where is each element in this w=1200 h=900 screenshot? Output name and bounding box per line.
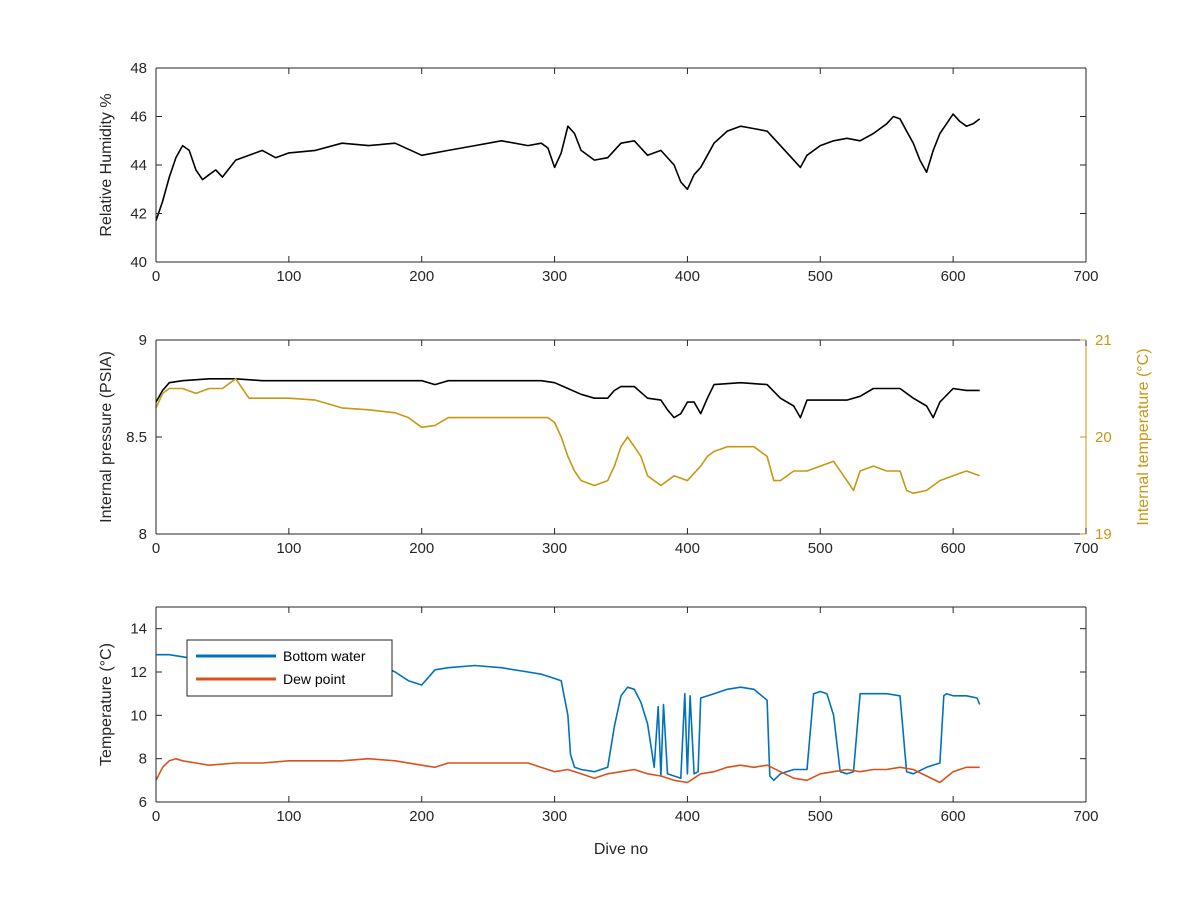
panel-1-x-tick-label: 500 [808, 268, 833, 285]
panel-2-y-tick-label: 8 [139, 526, 147, 543]
panel-1-x-tick-label: 400 [675, 268, 700, 285]
panel-2-x-tick-label: 0 [152, 540, 160, 557]
panel-3-x-axis-label: Dive no [594, 841, 648, 858]
panel-3-x-tick-label: 700 [1073, 808, 1098, 825]
panel-2-x-tick-label: 400 [675, 540, 700, 557]
panel-2-y2-tick-label: 20 [1095, 429, 1112, 446]
panel-3-y-tick-label: 12 [130, 664, 147, 681]
panel-1-x-tick-label: 200 [409, 268, 434, 285]
panel-3-y-tick-label: 8 [139, 751, 147, 768]
panel-1-x-tick-label: 300 [542, 268, 567, 285]
panel-2-series-1-line [155, 377, 980, 419]
panel-2-y-tick-label: 9 [139, 332, 147, 349]
panel-1-plot-area [156, 68, 1086, 262]
panel-2-x-tick-label: 200 [409, 540, 434, 557]
panel-3-x-tick-label: 400 [675, 808, 700, 825]
panel-3-legend-box [186, 639, 393, 697]
panel-1-y-tick-label: 40 [130, 254, 147, 271]
panel-3-series-bottom-water-line [156, 653, 981, 782]
panel-1-series-1-line [155, 113, 981, 222]
panel-2-y2-tick-label: 21 [1095, 332, 1112, 349]
panel-1-x-tick-label: 0 [152, 268, 160, 285]
panel-2-plot-area [156, 340, 1086, 534]
panel-3-plot-area [156, 607, 1086, 802]
panel-3-legend-label-bottom-water: Bottom water [283, 648, 366, 664]
panel-2-x-tick-label: 700 [1073, 540, 1098, 557]
panel-3-y-tick-label: 14 [130, 621, 147, 638]
panel-2-y-axis-label: Internal pressure (PSIA) [98, 351, 115, 523]
panel-1-x-tick-label: 700 [1073, 268, 1098, 285]
panel-2-y2-tick-label: 19 [1095, 526, 1112, 543]
panel-3-y-tick-label: 10 [130, 707, 147, 724]
panel-1-x-tick-label: 100 [276, 268, 301, 285]
panel-3-series-dew-point-line [155, 757, 980, 784]
panel-2-y2-axis-label: Internal temperature (°C) [1135, 348, 1152, 525]
panel-1-y-tick-label: 46 [130, 109, 147, 126]
panel-3-y-axis-label: Temperature (°C) [98, 643, 115, 766]
panel-1-y-tick-label: 48 [130, 60, 147, 77]
panel-3-x-tick-label: 200 [409, 808, 434, 825]
panel-3-y-tick-label: 6 [139, 794, 147, 811]
panel-3-x-tick-label: 500 [808, 808, 833, 825]
panel-1-y-tick-label: 42 [130, 206, 147, 223]
panel-2-series-2-line [155, 377, 980, 495]
panel-2-x-tick-label: 300 [542, 540, 567, 557]
panel-3-x-tick-label: 600 [941, 808, 966, 825]
panel-2-x-tick-label: 500 [808, 540, 833, 557]
panel-1-y-axis-label: Relative Humidity % [98, 93, 115, 236]
panel-3-x-tick-label: 100 [276, 808, 301, 825]
panel-3-x-tick-label: 300 [542, 808, 567, 825]
panel-1-x-tick-label: 600 [941, 268, 966, 285]
panel-2-x-tick-label: 100 [276, 540, 301, 557]
panel-3-x-tick-label: 0 [152, 808, 160, 825]
panel-1-y-tick-label: 44 [130, 157, 147, 174]
panel-2-y-tick-label: 8.5 [126, 429, 147, 446]
panel-2-x-tick-label: 600 [941, 540, 966, 557]
panel-3-legend-label-dew-point: Dew point [283, 671, 345, 687]
